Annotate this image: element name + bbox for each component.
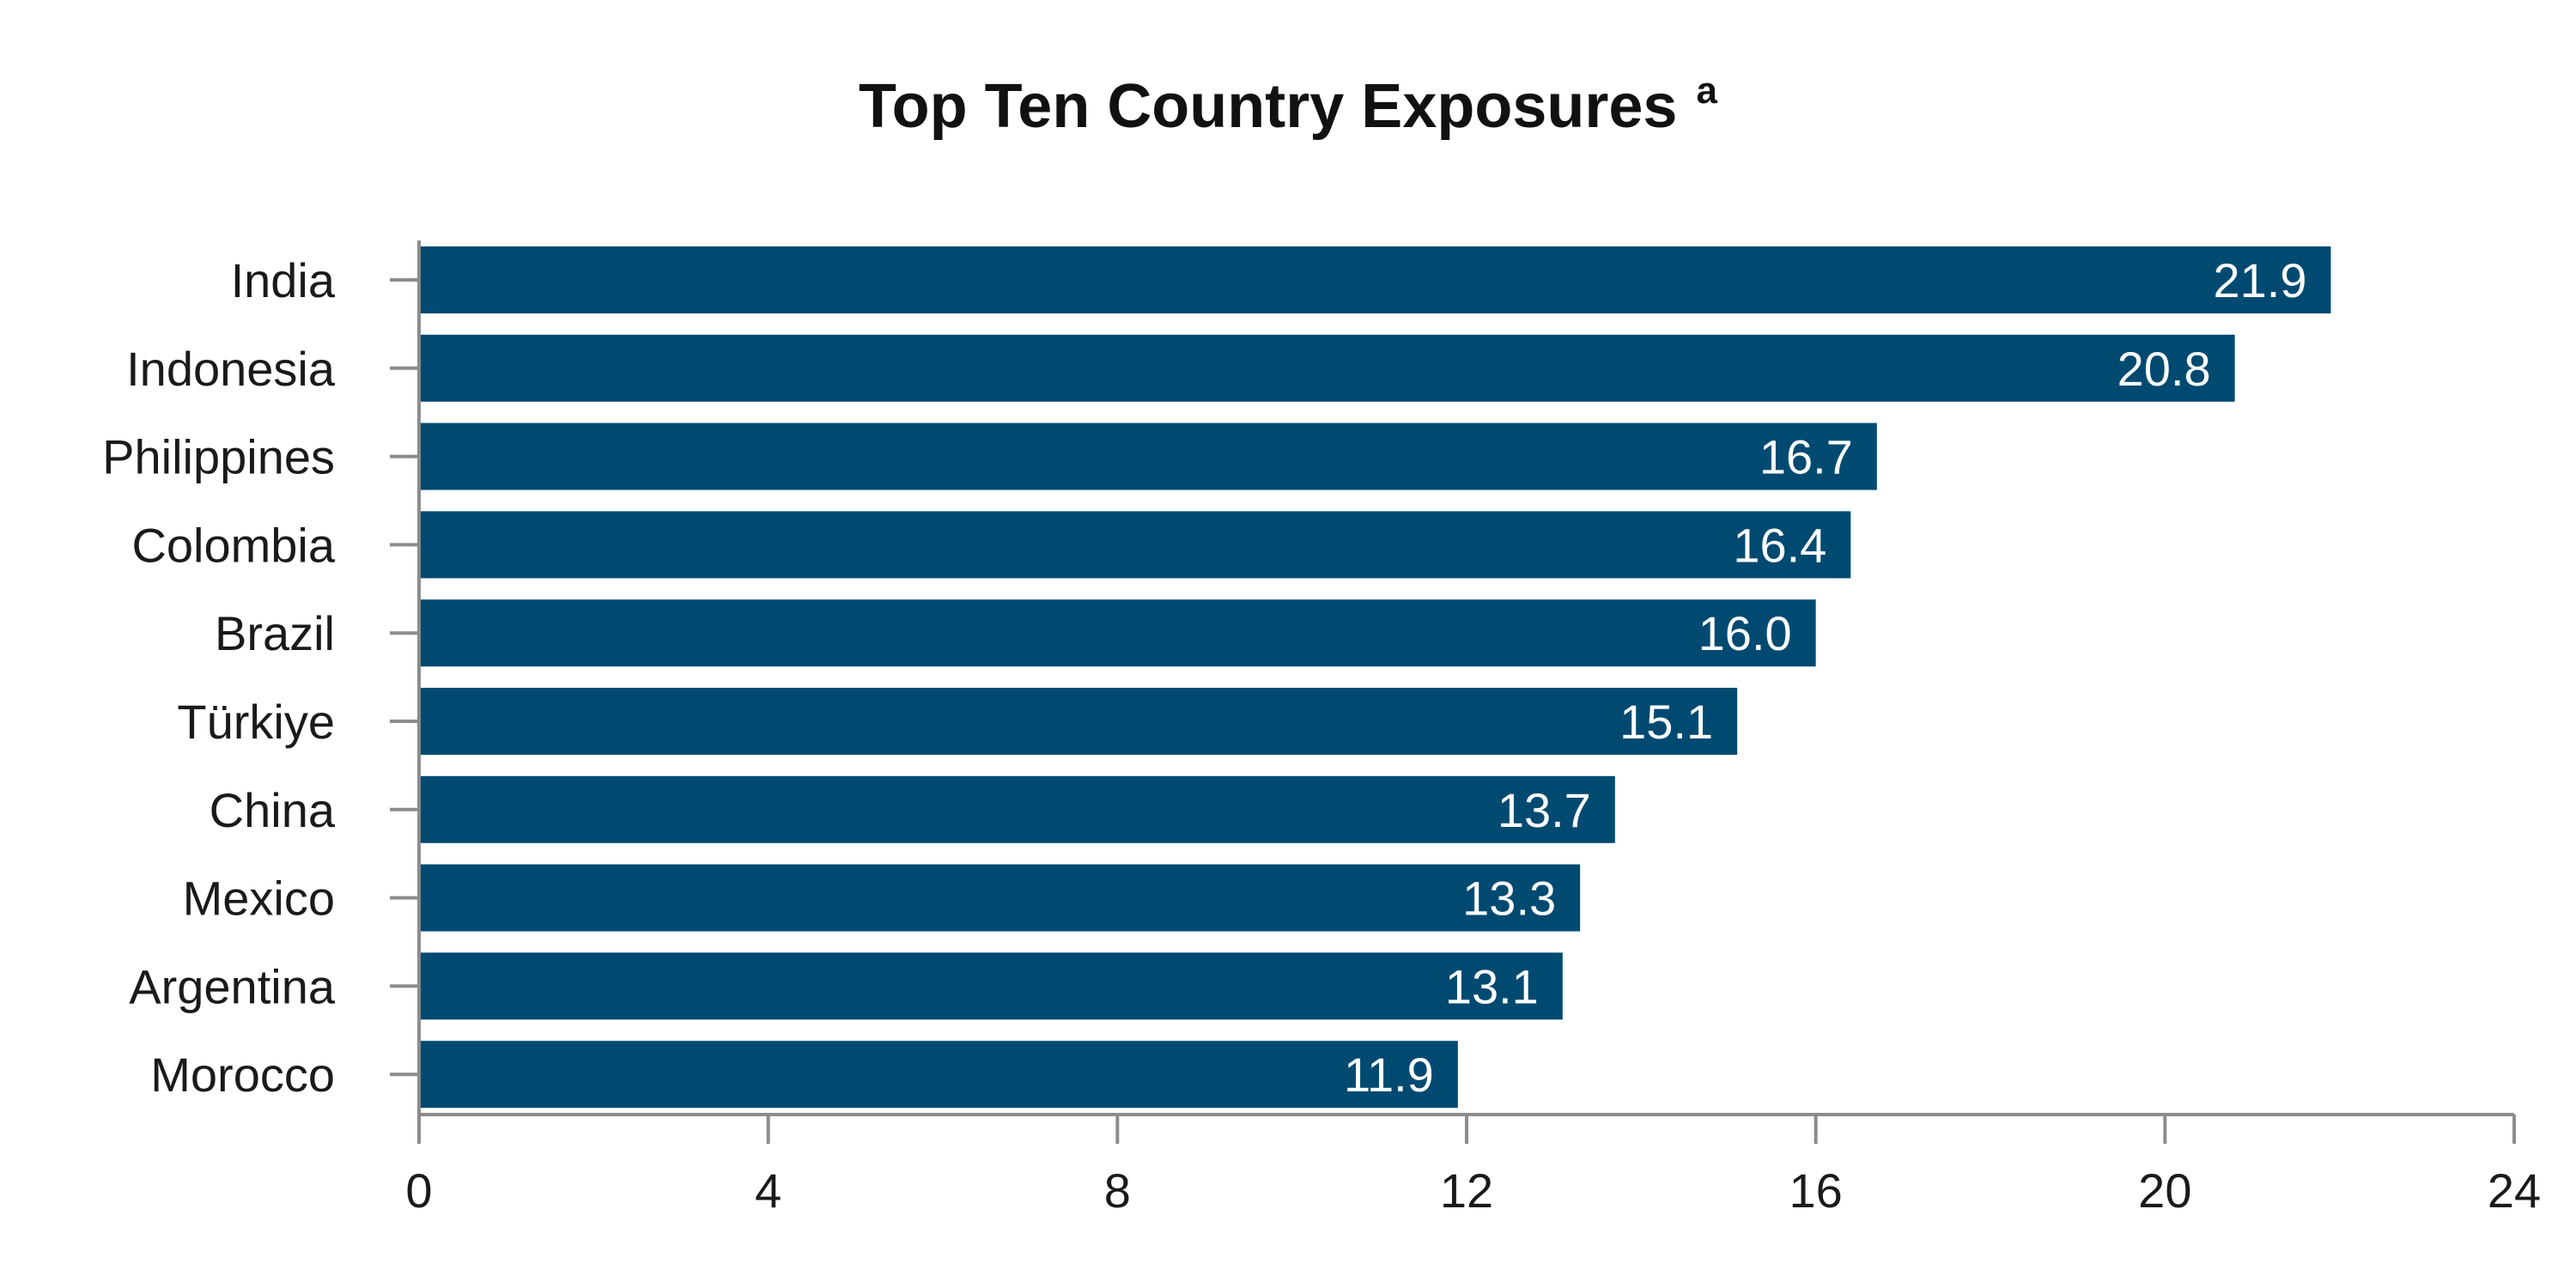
bar-morocco — [419, 1041, 1458, 1109]
data-label-philippines: 16.7 — [1759, 430, 1853, 484]
x-tick-label-16: 16 — [1789, 1163, 1843, 1218]
category-label-india: India — [231, 253, 336, 307]
category-label-philippines: Philippines — [102, 430, 335, 484]
data-label-mexico: 13.3 — [1462, 872, 1556, 926]
chart-title: Top Ten Country Exposures a — [859, 70, 1717, 141]
x-tick-label-24: 24 — [2488, 1163, 2541, 1218]
data-label-brazil: 16.0 — [1698, 606, 1792, 660]
bar-brazil — [419, 599, 1816, 667]
axes: 0 4 8 12 16 20 24 — [390, 240, 2541, 1218]
category-label-t-rkiye: Türkiye — [177, 695, 335, 749]
data-label-china: 13.7 — [1498, 783, 1591, 837]
bar-indonesia — [419, 334, 2235, 402]
chart-title-text: Top Ten Country Exposures — [859, 72, 1677, 141]
data-label-argentina: 13.1 — [1445, 959, 1539, 1013]
bar-argentina — [419, 952, 1563, 1020]
bar-colombia — [419, 511, 1851, 579]
category-label-mexico: Mexico — [183, 872, 335, 926]
category-label-argentina: Argentina — [129, 959, 336, 1013]
x-tick-label-0: 0 — [405, 1163, 432, 1218]
x-tick-label-12: 12 — [1440, 1163, 1493, 1218]
bar-china — [419, 775, 1615, 843]
category-labels: India Indonesia Philippines Colombia Brazil T… — [102, 253, 336, 1102]
data-label-india: 21.9 — [2214, 253, 2307, 307]
category-label-indonesia: Indonesia — [126, 342, 336, 396]
category-label-brazil: Brazil — [215, 606, 335, 660]
data-label-colombia: 16.4 — [1733, 518, 1826, 572]
chart-title-superscript: a — [1696, 70, 1717, 112]
category-label-colombia: Colombia — [131, 518, 335, 572]
category-label-morocco: Morocco — [150, 1048, 335, 1102]
bars-layer: 21.920.8 16.7 16.4 16.0 15.1 13.7 13.3 13.111.9 — [419, 246, 2331, 1109]
bar-t-rkiye — [419, 688, 1738, 755]
bar-philippines — [419, 422, 1877, 490]
x-tick-label-8: 8 — [1104, 1163, 1131, 1218]
category-label-china: China — [210, 783, 336, 837]
data-label-indonesia: 20.8 — [2117, 342, 2211, 396]
bar-india — [419, 246, 2331, 313]
data-label-t-rkiye: 15.1 — [1619, 695, 1713, 749]
data-label-morocco: 11.9 — [1344, 1048, 1434, 1102]
bar-mexico — [419, 864, 1581, 932]
x-tick-label-20: 20 — [2138, 1163, 2191, 1218]
x-tick-label-4: 4 — [755, 1163, 781, 1218]
